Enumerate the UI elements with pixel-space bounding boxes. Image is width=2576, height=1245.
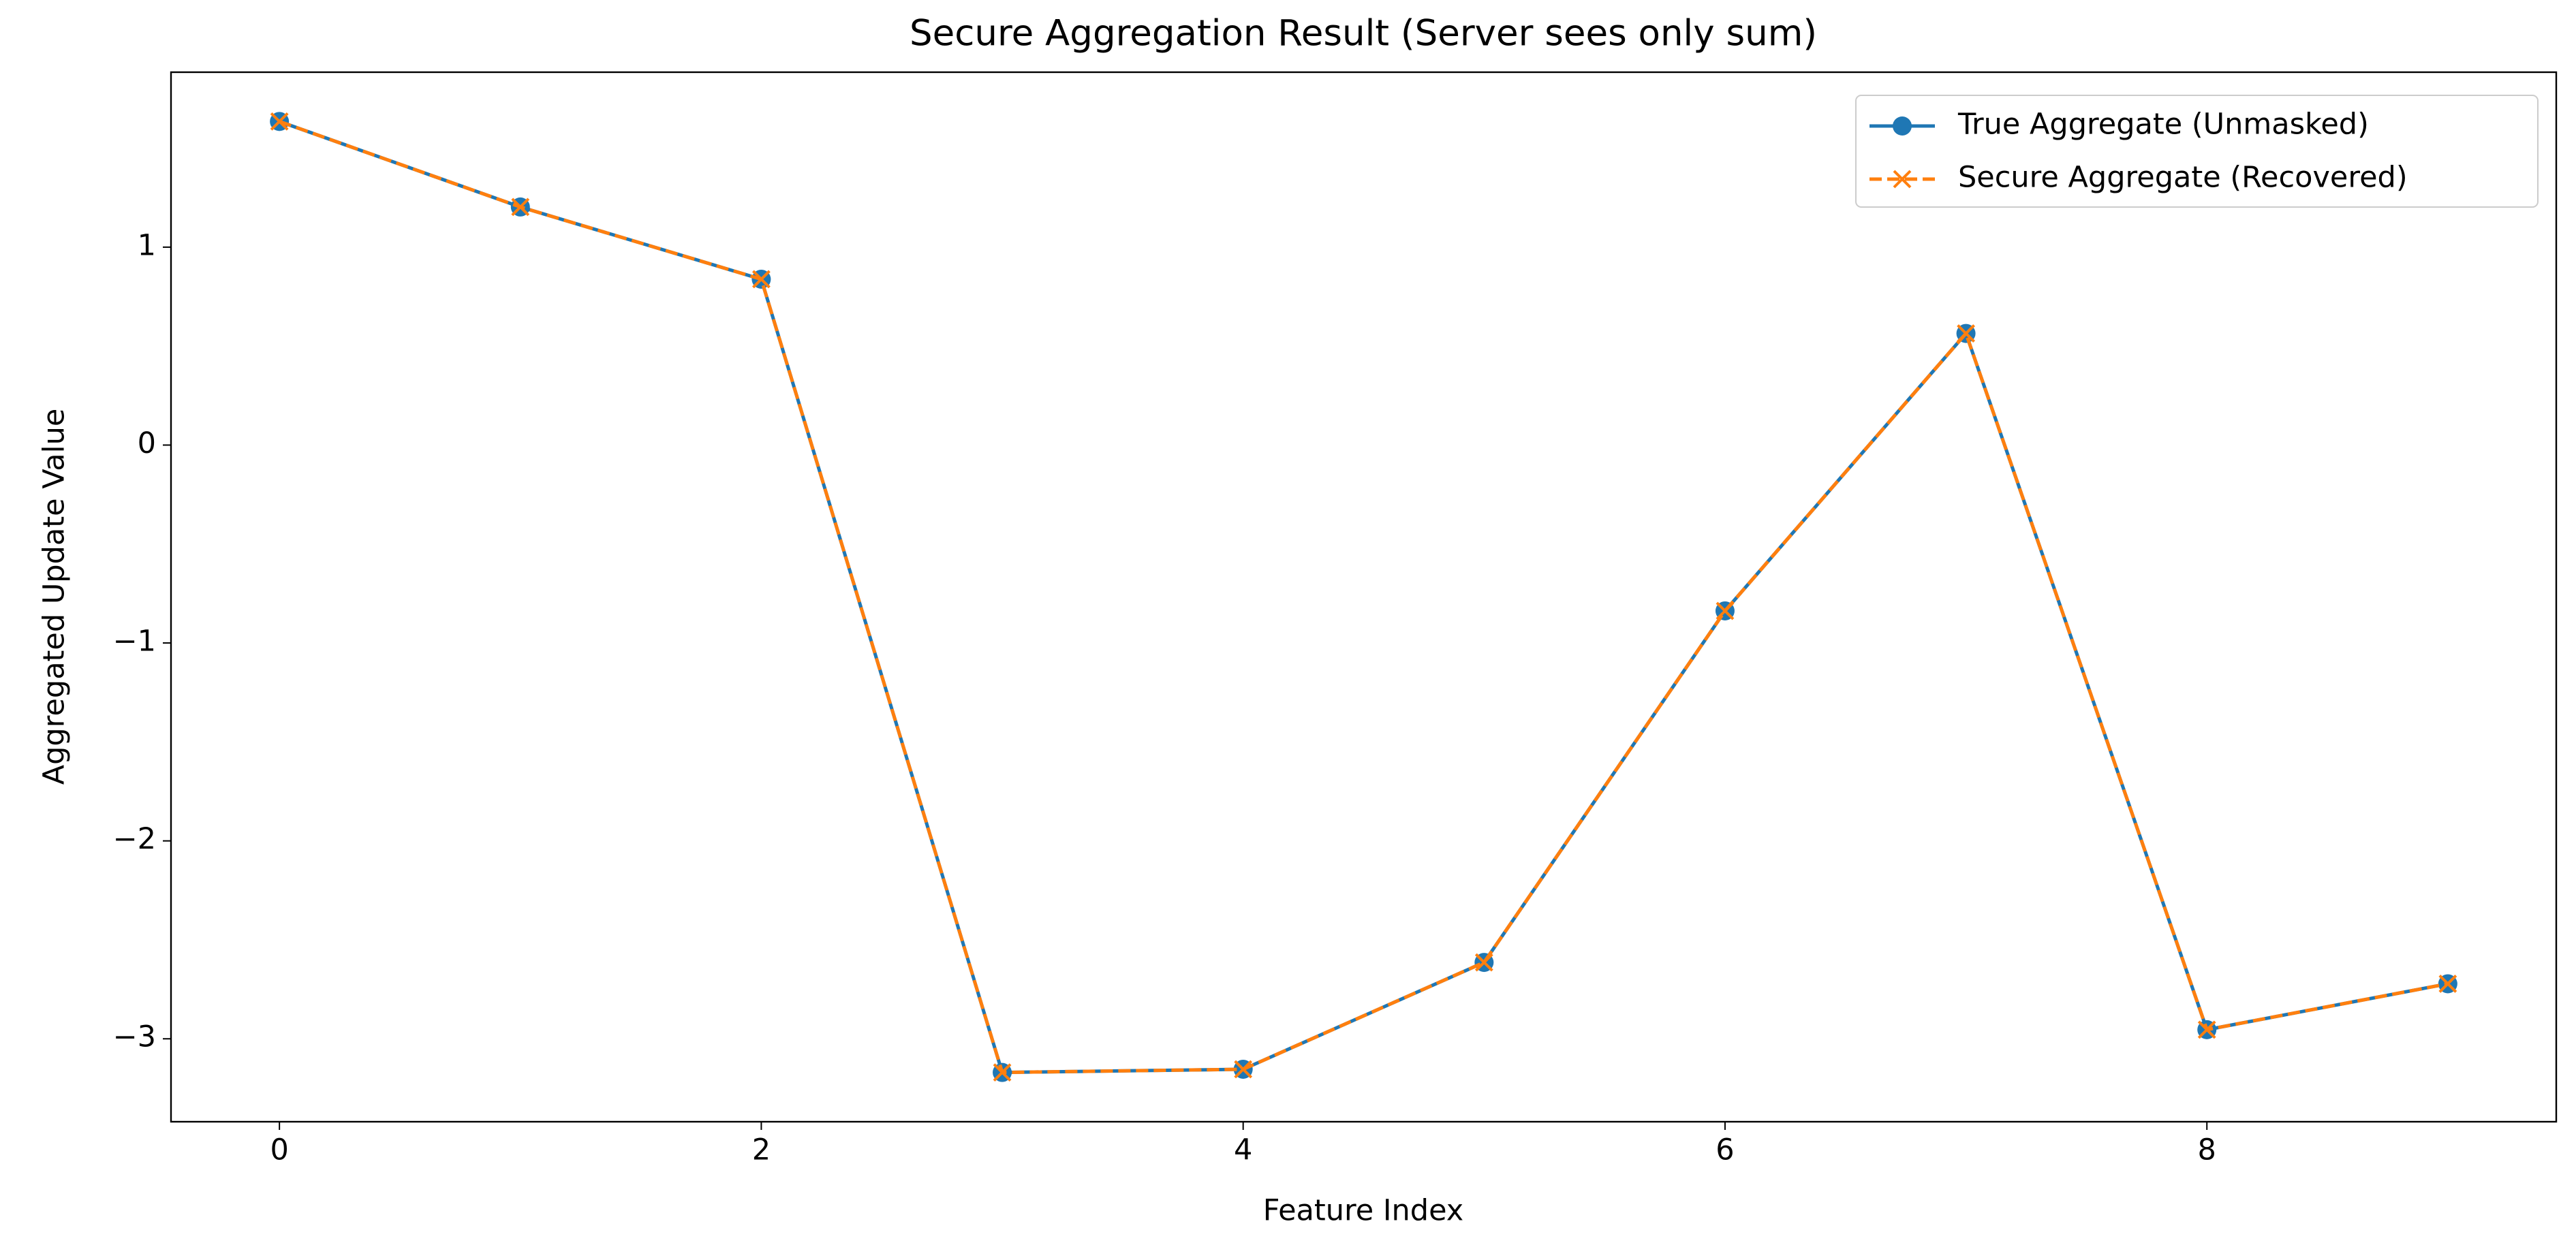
data-point: [2438, 975, 2457, 993]
legend-label: Secure Aggregate (Recovered): [1958, 161, 2408, 195]
data-point: [751, 270, 771, 289]
data-point: [270, 112, 289, 131]
series-line: [279, 120, 2449, 1075]
data-point: [511, 198, 530, 217]
y-tick-label: −2: [113, 822, 156, 856]
series-line: [279, 120, 2449, 1075]
y-axis-label: Aggregated Update Value: [37, 409, 72, 785]
data-point: [1716, 601, 1735, 620]
legend-marker: [1893, 116, 1912, 136]
y-tick-label: 1: [138, 228, 156, 262]
chart-title: Secure Aggregation Result (Server sees o…: [910, 13, 1817, 54]
plot-frame: [170, 71, 2558, 1123]
y-tick-label: −3: [113, 1020, 156, 1054]
legend-label: True Aggregate (Unmasked): [1957, 108, 2369, 142]
data-point: [1474, 953, 1493, 972]
x-tick-label: 8: [2198, 1133, 2216, 1167]
data-point: [1957, 324, 1976, 343]
y-tick-label: −1: [113, 625, 156, 659]
data-point: [993, 1063, 1012, 1082]
x-axis-label: Feature Index: [1263, 1194, 1464, 1228]
data-point: [2197, 1020, 2216, 1039]
x-tick-label: 4: [1234, 1133, 1252, 1167]
legend-box: [1855, 95, 2539, 208]
x-tick-label: 0: [270, 1133, 288, 1167]
y-tick-label: 0: [138, 426, 156, 460]
x-tick-label: 6: [1716, 1133, 1734, 1167]
data-point: [1234, 1060, 1253, 1079]
x-tick-label: 2: [752, 1133, 771, 1167]
legend-marker: [1893, 170, 1912, 189]
